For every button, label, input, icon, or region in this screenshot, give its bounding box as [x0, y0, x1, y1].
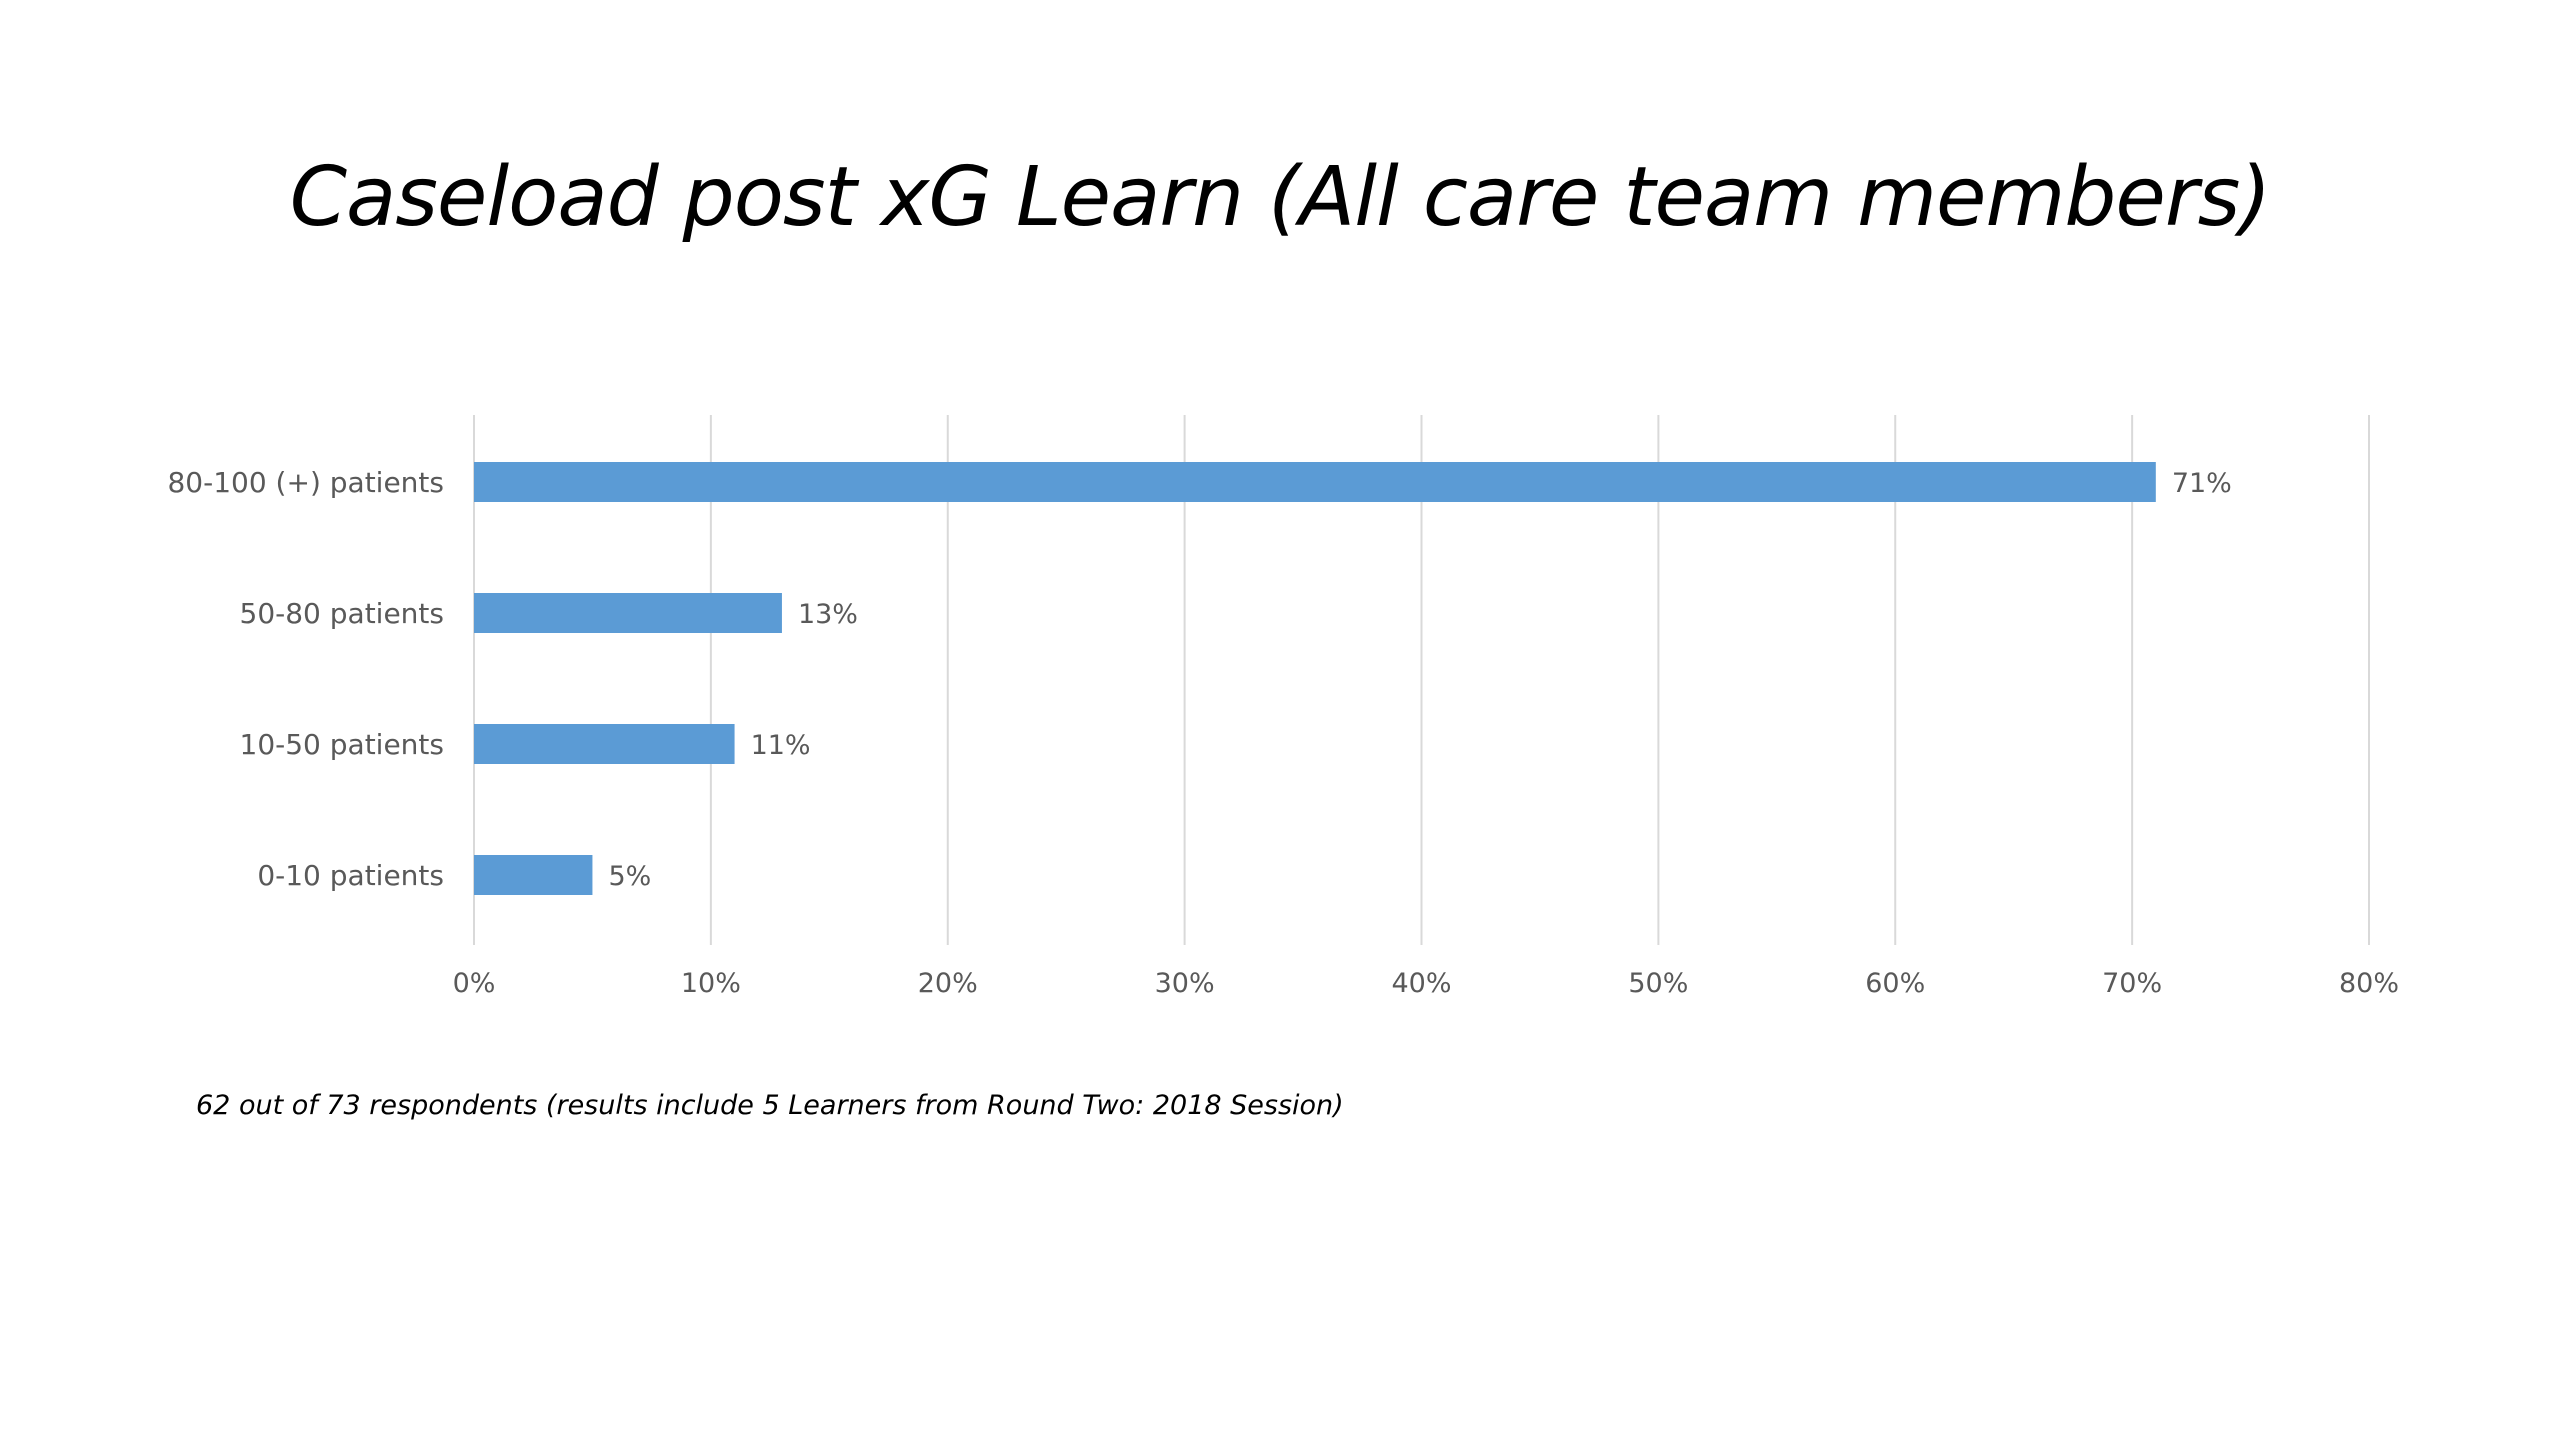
x-tick-label: 10%	[681, 968, 741, 999]
x-tick-label: 50%	[1628, 968, 1688, 999]
bar	[474, 462, 2156, 502]
data-labels: 71% 13% 11% 5%	[608, 468, 2231, 892]
x-tick-label: 40%	[1391, 968, 1451, 999]
x-tick-label: 20%	[918, 968, 978, 999]
bars	[474, 462, 2156, 895]
x-tick-label: 0%	[453, 968, 496, 999]
x-tick-label: 60%	[1865, 968, 1925, 999]
bar	[474, 593, 782, 633]
category-labels: 80-100 (+) patients 50-80 patients 10-50 p…	[167, 466, 444, 892]
chart-title: Caseload post xG Learn (All care team me…	[289, 150, 2272, 245]
category-label: 0-10 patients	[257, 859, 444, 892]
x-tick-label: 30%	[1155, 968, 1215, 999]
category-label: 80-100 (+) patients	[167, 466, 444, 499]
data-label: 11%	[751, 730, 811, 761]
data-label: 5%	[608, 861, 651, 892]
gridlines	[473, 415, 2370, 945]
x-axis-tick-labels: 0% 10% 20% 30% 40% 50% 60% 70% 80%	[453, 968, 2399, 999]
category-label: 10-50 patients	[240, 728, 445, 761]
footnote: 62 out of 73 respondents (results includ…	[196, 1090, 1344, 1121]
category-label: 50-80 patients	[240, 597, 445, 630]
data-label: 13%	[798, 599, 858, 630]
x-tick-label: 70%	[2102, 968, 2162, 999]
bar	[474, 855, 593, 895]
x-tick-label: 80%	[2339, 968, 2399, 999]
bar	[474, 724, 735, 764]
data-label: 71%	[2172, 468, 2232, 499]
